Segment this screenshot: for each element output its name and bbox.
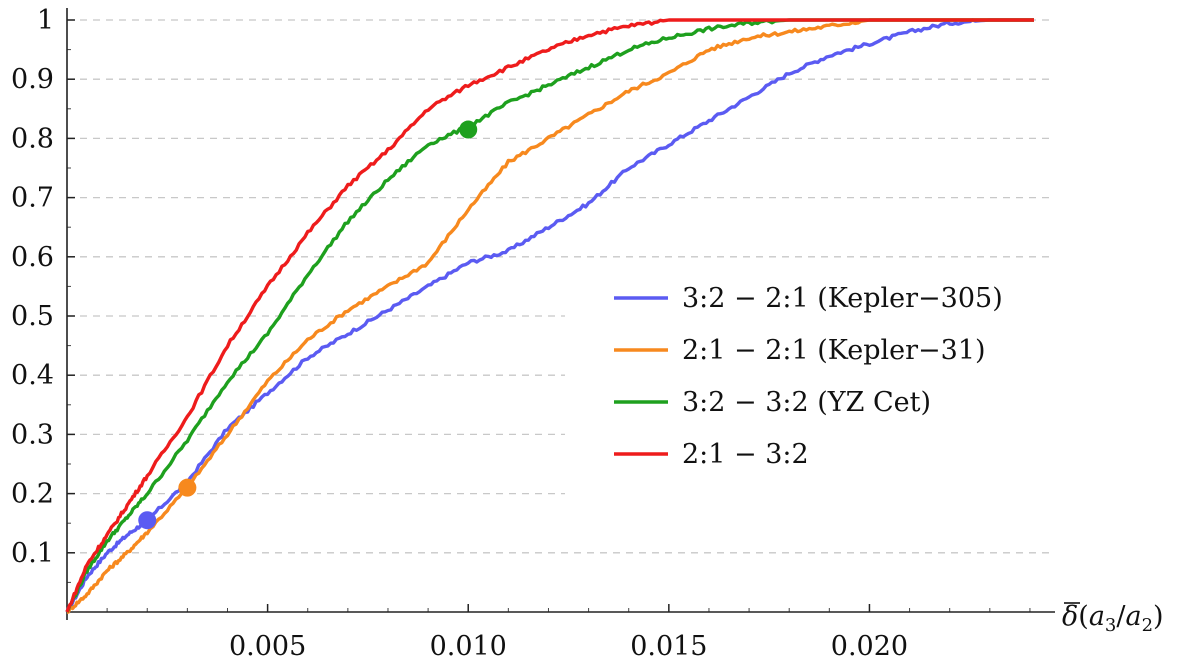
- x-axis-title-slash: /: [1116, 601, 1126, 632]
- x-axis-title-symbol: δ: [1062, 601, 1078, 632]
- series-marker: [459, 120, 478, 139]
- legend-label: 2:1 − 2:1 (Kepler−31): [682, 335, 986, 366]
- x-axis-title-sub3: 3: [1105, 615, 1116, 636]
- legend-label: 3:2 − 2:1 (Kepler−305): [682, 283, 1003, 314]
- y-tick-label: 0.2: [11, 479, 54, 510]
- x-axis-title-sub2: 2: [1142, 615, 1153, 636]
- y-tick-label: 0.3: [11, 419, 54, 450]
- series-line: [65, 18, 1034, 613]
- y-tick-label: 0.8: [11, 123, 54, 154]
- series-marker: [138, 511, 157, 530]
- legend-label: 3:2 − 3:2 (YZ Cet): [682, 387, 931, 418]
- y-tick-label: 0.7: [11, 183, 54, 214]
- y-tick-label: 0.5: [11, 301, 54, 332]
- axes: [66, 8, 1055, 620]
- x-axis-title: δ(a3/a2): [1062, 601, 1164, 636]
- series-marker: [178, 478, 197, 497]
- x-tick-label: 0.005: [229, 631, 306, 662]
- x-axis-title-open: (: [1078, 601, 1089, 632]
- x-tick-labels: 0.005 0.010 0.015 0.020: [229, 631, 908, 662]
- x-axis-title-close: ): [1153, 601, 1164, 632]
- x-axis-title-a3: a: [1089, 601, 1105, 632]
- legend-label: 2:1 − 3:2: [682, 439, 809, 470]
- y-tick-labels: 0.1 0.2 0.3 0.4 0.5 0.6 0.7 0.8 0.9 1: [11, 5, 54, 569]
- y-tick-label: 0.1: [11, 538, 54, 569]
- x-tick-label: 0.020: [831, 631, 908, 662]
- legend-background: [565, 268, 1065, 498]
- y-tick-label: 0.4: [11, 360, 54, 391]
- series-line: [66, 18, 1034, 614]
- legend: 3:2 − 2:1 (Kepler−305) 2:1 − 2:1 (Kepler−…: [614, 283, 1003, 470]
- series-line: [65, 18, 1034, 613]
- x-tick-label: 0.010: [430, 631, 507, 662]
- series-lines: [65, 18, 1034, 614]
- x-tick-label: 0.015: [630, 631, 707, 662]
- series-line: [65, 18, 1034, 613]
- y-tick-label: 0.9: [11, 64, 54, 95]
- series-markers: [138, 120, 478, 530]
- y-tick-label: 1: [37, 5, 54, 36]
- x-axis-title-a2: a: [1125, 601, 1141, 632]
- y-tick-label: 0.6: [11, 242, 54, 273]
